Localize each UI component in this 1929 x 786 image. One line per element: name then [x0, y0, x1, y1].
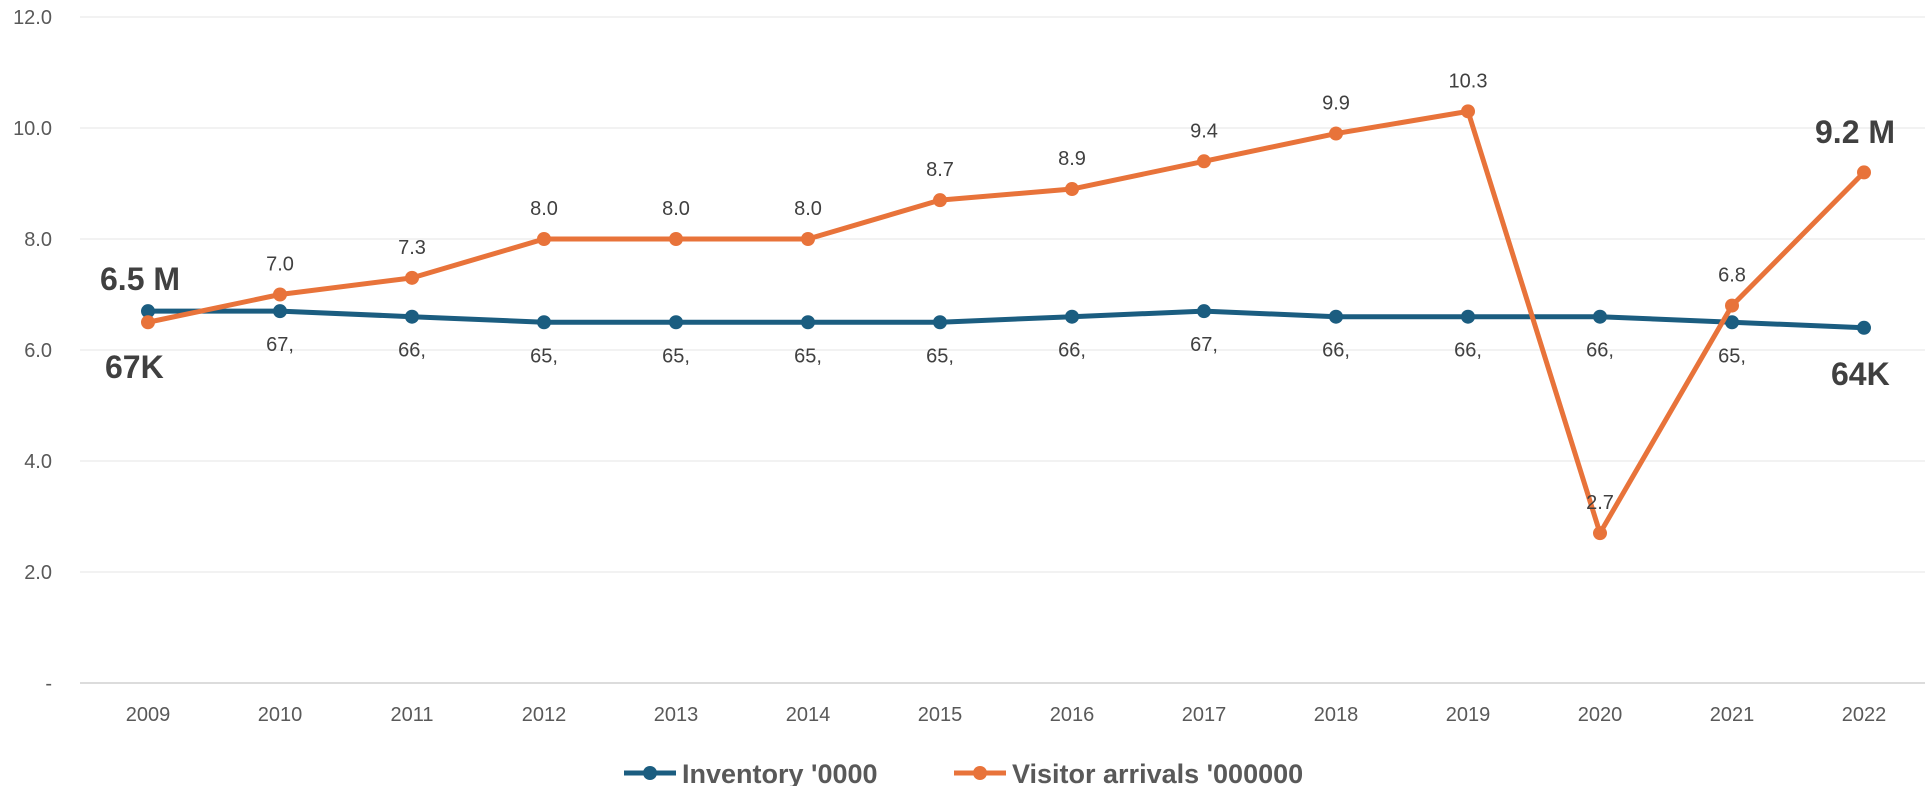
y-tick-label: 4.0	[24, 451, 52, 473]
data-point	[1725, 315, 1739, 330]
data-point	[801, 232, 815, 246]
data-point	[933, 193, 947, 208]
data-label: 66,	[1322, 340, 1350, 362]
data-point	[801, 315, 815, 330]
data-point	[273, 304, 287, 319]
inventory-start-callout: 67K	[105, 349, 164, 385]
x-tick-label: 2020	[1578, 704, 1623, 726]
x-tick-label: 2022	[1842, 704, 1887, 726]
x-tick-label: 2014	[786, 704, 831, 726]
data-point	[1065, 182, 1079, 197]
data-point	[141, 304, 155, 319]
data-point	[537, 315, 551, 330]
data-label: 66,	[1586, 340, 1614, 362]
data-label: 10.3	[1449, 70, 1488, 92]
data-label: 65,	[1718, 345, 1746, 367]
x-axis-ticks: 2009 2010 2011 2012 2013 2014 2015 2016 2017 2018…	[126, 704, 1887, 726]
data-point	[669, 232, 683, 246]
data-point	[405, 309, 419, 324]
data-label: 9.4	[1190, 120, 1218, 142]
data-label: 8.9	[1058, 148, 1086, 170]
data-label: 8.0	[530, 198, 558, 220]
data-point	[1329, 309, 1343, 324]
data-label: 8.0	[662, 198, 690, 220]
data-point	[141, 315, 155, 330]
data-label: 66,	[398, 340, 426, 362]
x-tick-label: 2011	[390, 704, 433, 726]
data-point	[1593, 526, 1607, 541]
legend-marker-visitor-arrivals	[973, 766, 987, 780]
y-tick-label: 12.0	[13, 7, 52, 29]
series-line	[145, 108, 1867, 536]
data-point	[1461, 104, 1475, 119]
legend-item-visitor-arrivals: Visitor arrivals '000000	[954, 759, 1303, 786]
data-label: 9.9	[1322, 93, 1350, 115]
data-point	[933, 315, 947, 330]
x-tick-label: 2012	[522, 704, 567, 726]
y-tick-label: 6.0	[24, 340, 52, 362]
y-tick-label: 2.0	[24, 562, 52, 584]
data-label: 66,	[1454, 340, 1482, 362]
x-tick-label: 2009	[126, 704, 171, 726]
data-point	[405, 270, 419, 285]
visitor-start-callout: 6.5 M	[100, 261, 180, 297]
data-labels: 67, 66, 65, 65, 65, 65, 66, 67, 66, 66, 66, 65, 7.0 7…	[266, 70, 1746, 514]
x-tick-label: 2013	[654, 704, 699, 726]
x-tick-label: 2018	[1314, 704, 1359, 726]
x-tick-label: 2010	[258, 704, 303, 726]
data-label: 67,	[1190, 334, 1218, 356]
y-tick-label: 10.0	[13, 118, 52, 140]
data-label: 67,	[266, 334, 294, 356]
gridlines	[80, 16, 1925, 684]
data-point	[273, 287, 287, 302]
visitor-end-callout: 9.2 M	[1815, 114, 1895, 150]
data-label: 6.8	[1718, 265, 1746, 287]
data-label: 65,	[662, 345, 690, 367]
legend-item-inventory: Inventory '0000	[624, 759, 878, 786]
data-point	[1065, 309, 1079, 324]
y-tick-label: -	[45, 673, 52, 695]
x-tick-label: 2019	[1446, 704, 1491, 726]
y-axis-ticks: - 2.0 4.0 6.0 8.0 10.0 12.0	[13, 7, 52, 695]
data-point	[1197, 304, 1211, 319]
x-tick-label: 2017	[1182, 704, 1227, 726]
data-point	[1329, 126, 1343, 141]
series-line	[145, 308, 1867, 331]
x-tick-label: 2021	[1710, 704, 1755, 726]
x-tick-label: 2016	[1050, 704, 1095, 726]
data-point	[1857, 165, 1871, 180]
data-label: 8.7	[926, 159, 954, 181]
legend: Inventory '0000 Visitor arrivals '000000	[624, 759, 1303, 786]
legend-label-inventory: Inventory '0000	[682, 759, 878, 786]
data-point	[537, 232, 551, 246]
data-label: 65,	[794, 345, 822, 367]
data-label: 7.0	[266, 254, 294, 276]
data-label: 2.7	[1586, 492, 1614, 514]
data-label: 65,	[926, 345, 954, 367]
data-label: 66,	[1058, 340, 1086, 362]
legend-label-visitor-arrivals: Visitor arrivals '000000	[1012, 759, 1303, 786]
inventory-end-callout: 64K	[1831, 356, 1890, 392]
data-point	[1593, 309, 1607, 324]
data-label: 8.0	[794, 198, 822, 220]
data-point	[1461, 309, 1475, 324]
data-point	[1725, 298, 1739, 313]
data-point	[669, 315, 683, 330]
data-label: 65,	[530, 345, 558, 367]
series-lines	[141, 104, 1871, 541]
legend-marker-inventory	[643, 766, 657, 780]
data-point	[1197, 154, 1211, 169]
x-tick-label: 2015	[918, 704, 963, 726]
data-point	[1857, 320, 1871, 335]
data-label: 7.3	[398, 237, 426, 259]
y-tick-label: 8.0	[24, 229, 52, 251]
